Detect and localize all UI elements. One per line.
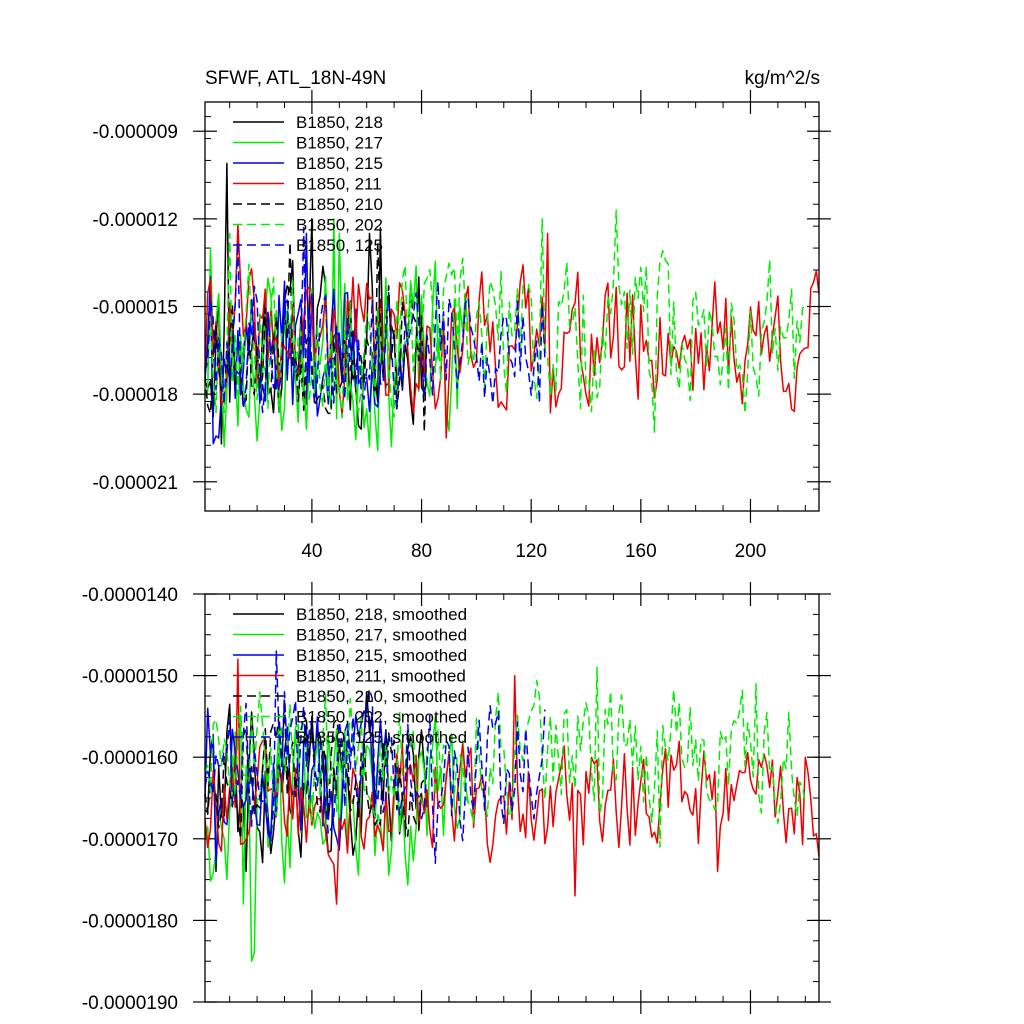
legend-entry: B1850, 218 bbox=[296, 113, 383, 132]
legend-entry: B1850, 217, smoothed bbox=[296, 626, 467, 645]
series-line-7 bbox=[204, 226, 546, 414]
legend-entry: B1850, 211, smoothed bbox=[296, 667, 466, 686]
legend-entry: B1850, 218, smoothed bbox=[296, 605, 467, 624]
series-line-5 bbox=[204, 241, 428, 433]
series-line-4 bbox=[204, 658, 820, 905]
y-tick-label: -0.000015 bbox=[92, 298, 178, 319]
bottom-panel-frame bbox=[204, 593, 820, 1003]
legend-entry: B1850, 210, smoothed bbox=[296, 687, 467, 706]
x-tick-label: 40 bbox=[301, 541, 322, 562]
top-panel: SFWF, ATL_18N-49N kg/m^2/s -0.000009-0.0… bbox=[92, 68, 831, 562]
legend-entry: B1850, 125 bbox=[296, 236, 383, 255]
x-tick-label: 120 bbox=[515, 541, 547, 562]
series-line-3 bbox=[204, 232, 387, 445]
top-panel-frame bbox=[204, 101, 820, 512]
x-tick-label: 200 bbox=[735, 541, 767, 562]
series-line-6 bbox=[204, 666, 807, 848]
bottom-panel-y-tick-labels: -0.0000140 -0.0000150 -0.0000160 -0.0000170… bbox=[82, 585, 178, 1014]
legend-entry: B1850, 210 bbox=[296, 195, 383, 214]
legend-entry: B1850, 215 bbox=[296, 154, 383, 173]
y-tick-label: -0.000009 bbox=[92, 122, 178, 143]
series-line-2 bbox=[204, 218, 469, 452]
y-tick-label: -0.0000180 bbox=[82, 911, 178, 932]
top-panel-title: SFWF, ATL_18N-49N bbox=[205, 68, 386, 89]
series-line-4 bbox=[204, 223, 820, 439]
legend-entry: B1850, 211 bbox=[296, 175, 382, 194]
y-tick-label: -0.0000150 bbox=[82, 667, 178, 688]
legend-entry: B1850, 215, smoothed bbox=[296, 646, 467, 665]
y-tick-label: -0.000018 bbox=[92, 385, 178, 406]
top-panel-units: kg/m^2/s bbox=[745, 68, 820, 89]
series-line-7 bbox=[204, 650, 546, 865]
legend-entry: B1850, 202 bbox=[296, 216, 383, 235]
y-tick-label: -0.000021 bbox=[92, 473, 178, 494]
legend-entry: B1850, 125, smoothed bbox=[296, 728, 467, 747]
y-tick-label: -0.000012 bbox=[92, 210, 178, 231]
x-tick-label: 80 bbox=[411, 541, 432, 562]
y-tick-label: -0.0000190 bbox=[82, 993, 178, 1014]
bottom-panel: -0.0000140 -0.0000150 -0.0000160 -0.0000170… bbox=[82, 582, 831, 1014]
y-tick-label: -0.0000160 bbox=[82, 748, 178, 769]
legend-entry: B1850, 217 bbox=[296, 134, 383, 153]
bottom-panel-ticks bbox=[193, 582, 831, 1014]
top-panel-x-tick-labels: 40 80 120 160 200 bbox=[301, 541, 766, 562]
series-line-6 bbox=[204, 209, 806, 433]
x-tick-label: 160 bbox=[625, 541, 657, 562]
bottom-panel-series-lines bbox=[204, 650, 820, 962]
bottom-panel-legend: B1850, 218, smoothed B1850, 217, smoothed… bbox=[233, 605, 467, 747]
y-tick-label: -0.0000170 bbox=[82, 830, 178, 851]
top-panel-y-tick-labels: -0.000009 -0.000012 -0.000015 -0.000018 -0.0… bbox=[92, 122, 178, 494]
legend-entry: B1850, 202, smoothed bbox=[296, 708, 467, 727]
top-panel-series-lines bbox=[204, 162, 820, 452]
series-line-5 bbox=[204, 699, 428, 840]
y-tick-label: -0.0000140 bbox=[82, 585, 178, 606]
